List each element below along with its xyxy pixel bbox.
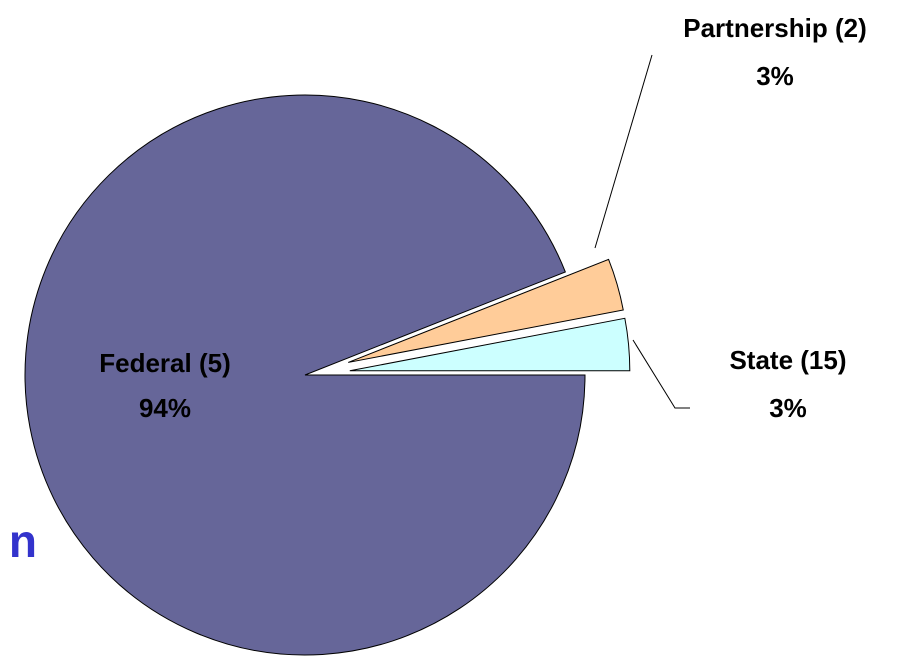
annotation: n bbox=[9, 515, 37, 567]
slice-label: Federal (5) bbox=[99, 348, 231, 378]
value-label: 3% bbox=[756, 61, 794, 91]
pie-slice bbox=[24, 94, 586, 656]
slice-label: State (15) bbox=[729, 345, 846, 375]
slice-label: Partnership (2) bbox=[683, 13, 867, 43]
value-label: 3% bbox=[769, 393, 807, 423]
pie-slice bbox=[349, 317, 631, 372]
value-label: 94% bbox=[139, 393, 191, 423]
pie-slice bbox=[348, 258, 624, 363]
leader-line bbox=[594, 54, 653, 249]
leader-line bbox=[632, 339, 690, 409]
